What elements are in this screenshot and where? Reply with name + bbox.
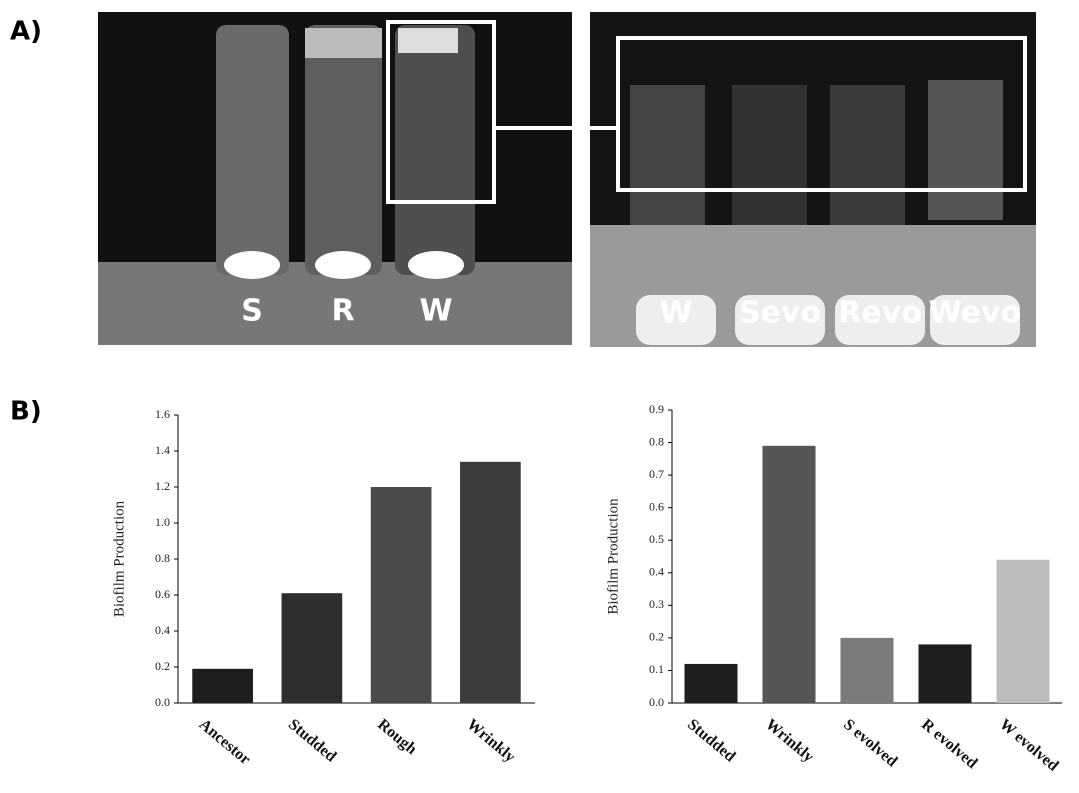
bar <box>918 644 971 703</box>
y-tick-label: 0.5 <box>649 532 664 546</box>
x-tick-label: W evolved <box>996 716 1062 775</box>
bar <box>282 593 343 703</box>
x-tick-label: Wrinkly <box>463 716 518 766</box>
y-tick-label: 0.6 <box>155 587 170 601</box>
bar <box>684 664 737 703</box>
y-tick-label: 0.8 <box>649 434 664 448</box>
x-tick-label: Rough <box>374 716 420 758</box>
y-tick-label: 0.4 <box>649 565 664 579</box>
y-tick-label: 1.4 <box>155 443 170 457</box>
photo-label: R <box>331 294 354 329</box>
y-tick-label: 0.9 <box>649 402 664 416</box>
y-tick-label: 0.2 <box>649 630 664 644</box>
bar <box>996 560 1049 703</box>
bar <box>192 669 253 703</box>
y-tick-label: 0.6 <box>649 499 664 513</box>
x-tick-label: Studded <box>684 716 739 766</box>
photo-label: W <box>659 296 692 331</box>
y-axis-label: Biofilm Production <box>111 500 127 617</box>
bar <box>460 462 521 703</box>
photo-label: Revo <box>838 296 922 331</box>
y-tick-label: 0.2 <box>155 659 170 673</box>
photo-label: Sevo <box>739 296 821 331</box>
y-tick-label: 0.4 <box>155 623 170 637</box>
photo-label: W <box>419 294 452 329</box>
bar <box>371 487 432 703</box>
bar <box>762 446 815 703</box>
y-tick-label: 0.0 <box>649 695 664 709</box>
y-tick-label: 1.6 <box>155 407 170 421</box>
y-tick-label: 0.1 <box>649 662 664 676</box>
y-tick-label: 1.0 <box>155 515 170 529</box>
x-tick-label: Ancestor <box>196 716 254 768</box>
photo-label: S <box>241 294 263 329</box>
y-tick-label: 0.0 <box>155 695 170 709</box>
x-tick-label: Wrinkly <box>762 716 817 766</box>
y-tick-label: 0.7 <box>649 467 664 481</box>
x-tick-label: R evolved <box>918 716 980 772</box>
x-tick-label: Studded <box>285 716 340 766</box>
y-axis-label: Biofilm Production <box>605 498 621 615</box>
y-tick-label: 1.2 <box>155 479 170 493</box>
bar <box>840 638 893 703</box>
figure: A) B) S R W W Sevo RevoWevo Biofilm Production… <box>0 0 1079 788</box>
panel-label: B) <box>10 397 42 427</box>
y-tick-label: 0.8 <box>155 551 170 565</box>
y-tick-label: 0.3 <box>649 597 664 611</box>
panel-label: A) <box>10 17 42 47</box>
x-tick-label: S evolved <box>840 716 900 771</box>
photo-label: Wevo <box>929 296 1022 331</box>
